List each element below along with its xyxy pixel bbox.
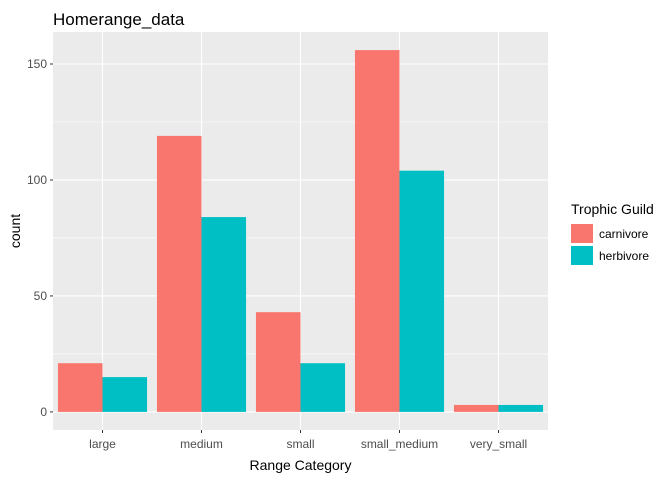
bar-carnivore-large: [57, 363, 103, 412]
x-axis: large medium small small_medium very_small: [89, 430, 527, 451]
y-axis-title: count: [7, 214, 23, 248]
x-tick-label: small: [286, 437, 314, 451]
bar-carnivore-very_small: [453, 404, 499, 412]
bar-carnivore-medium: [156, 135, 202, 412]
y-axis: 0 50 100 150: [27, 57, 53, 419]
bar-herbivore-very_small: [498, 404, 544, 412]
y-tick-label: 50: [34, 289, 48, 303]
y-tick-label: 100: [27, 173, 47, 187]
legend-title: Trophic Guild: [571, 201, 654, 217]
x-tick-label: very_small: [470, 437, 527, 451]
x-axis-title: Range Category: [250, 457, 352, 473]
x-tick-label: large: [89, 437, 116, 451]
y-tick-label: 150: [27, 57, 47, 71]
bar-carnivore-small_medium: [354, 50, 400, 412]
x-tick-label: small_medium: [361, 437, 438, 451]
legend-label-herbivore: herbivore: [599, 249, 649, 263]
bar-herbivore-large: [102, 377, 148, 412]
legend-key-herbivore: [571, 246, 593, 265]
y-tick-label: 0: [40, 405, 47, 419]
bar-carnivore-small: [255, 312, 301, 412]
legend-label-carnivore: carnivore: [599, 227, 649, 241]
bar-herbivore-small: [300, 363, 346, 412]
chart-title: Homerange_data: [53, 10, 185, 29]
x-tick-label: medium: [180, 437, 223, 451]
legend: Trophic Guild carnivore herbivore: [571, 201, 654, 265]
legend-key-carnivore: [571, 224, 593, 243]
bar-herbivore-small_medium: [399, 170, 445, 412]
bars: [57, 50, 544, 412]
bar-herbivore-medium: [201, 217, 247, 412]
